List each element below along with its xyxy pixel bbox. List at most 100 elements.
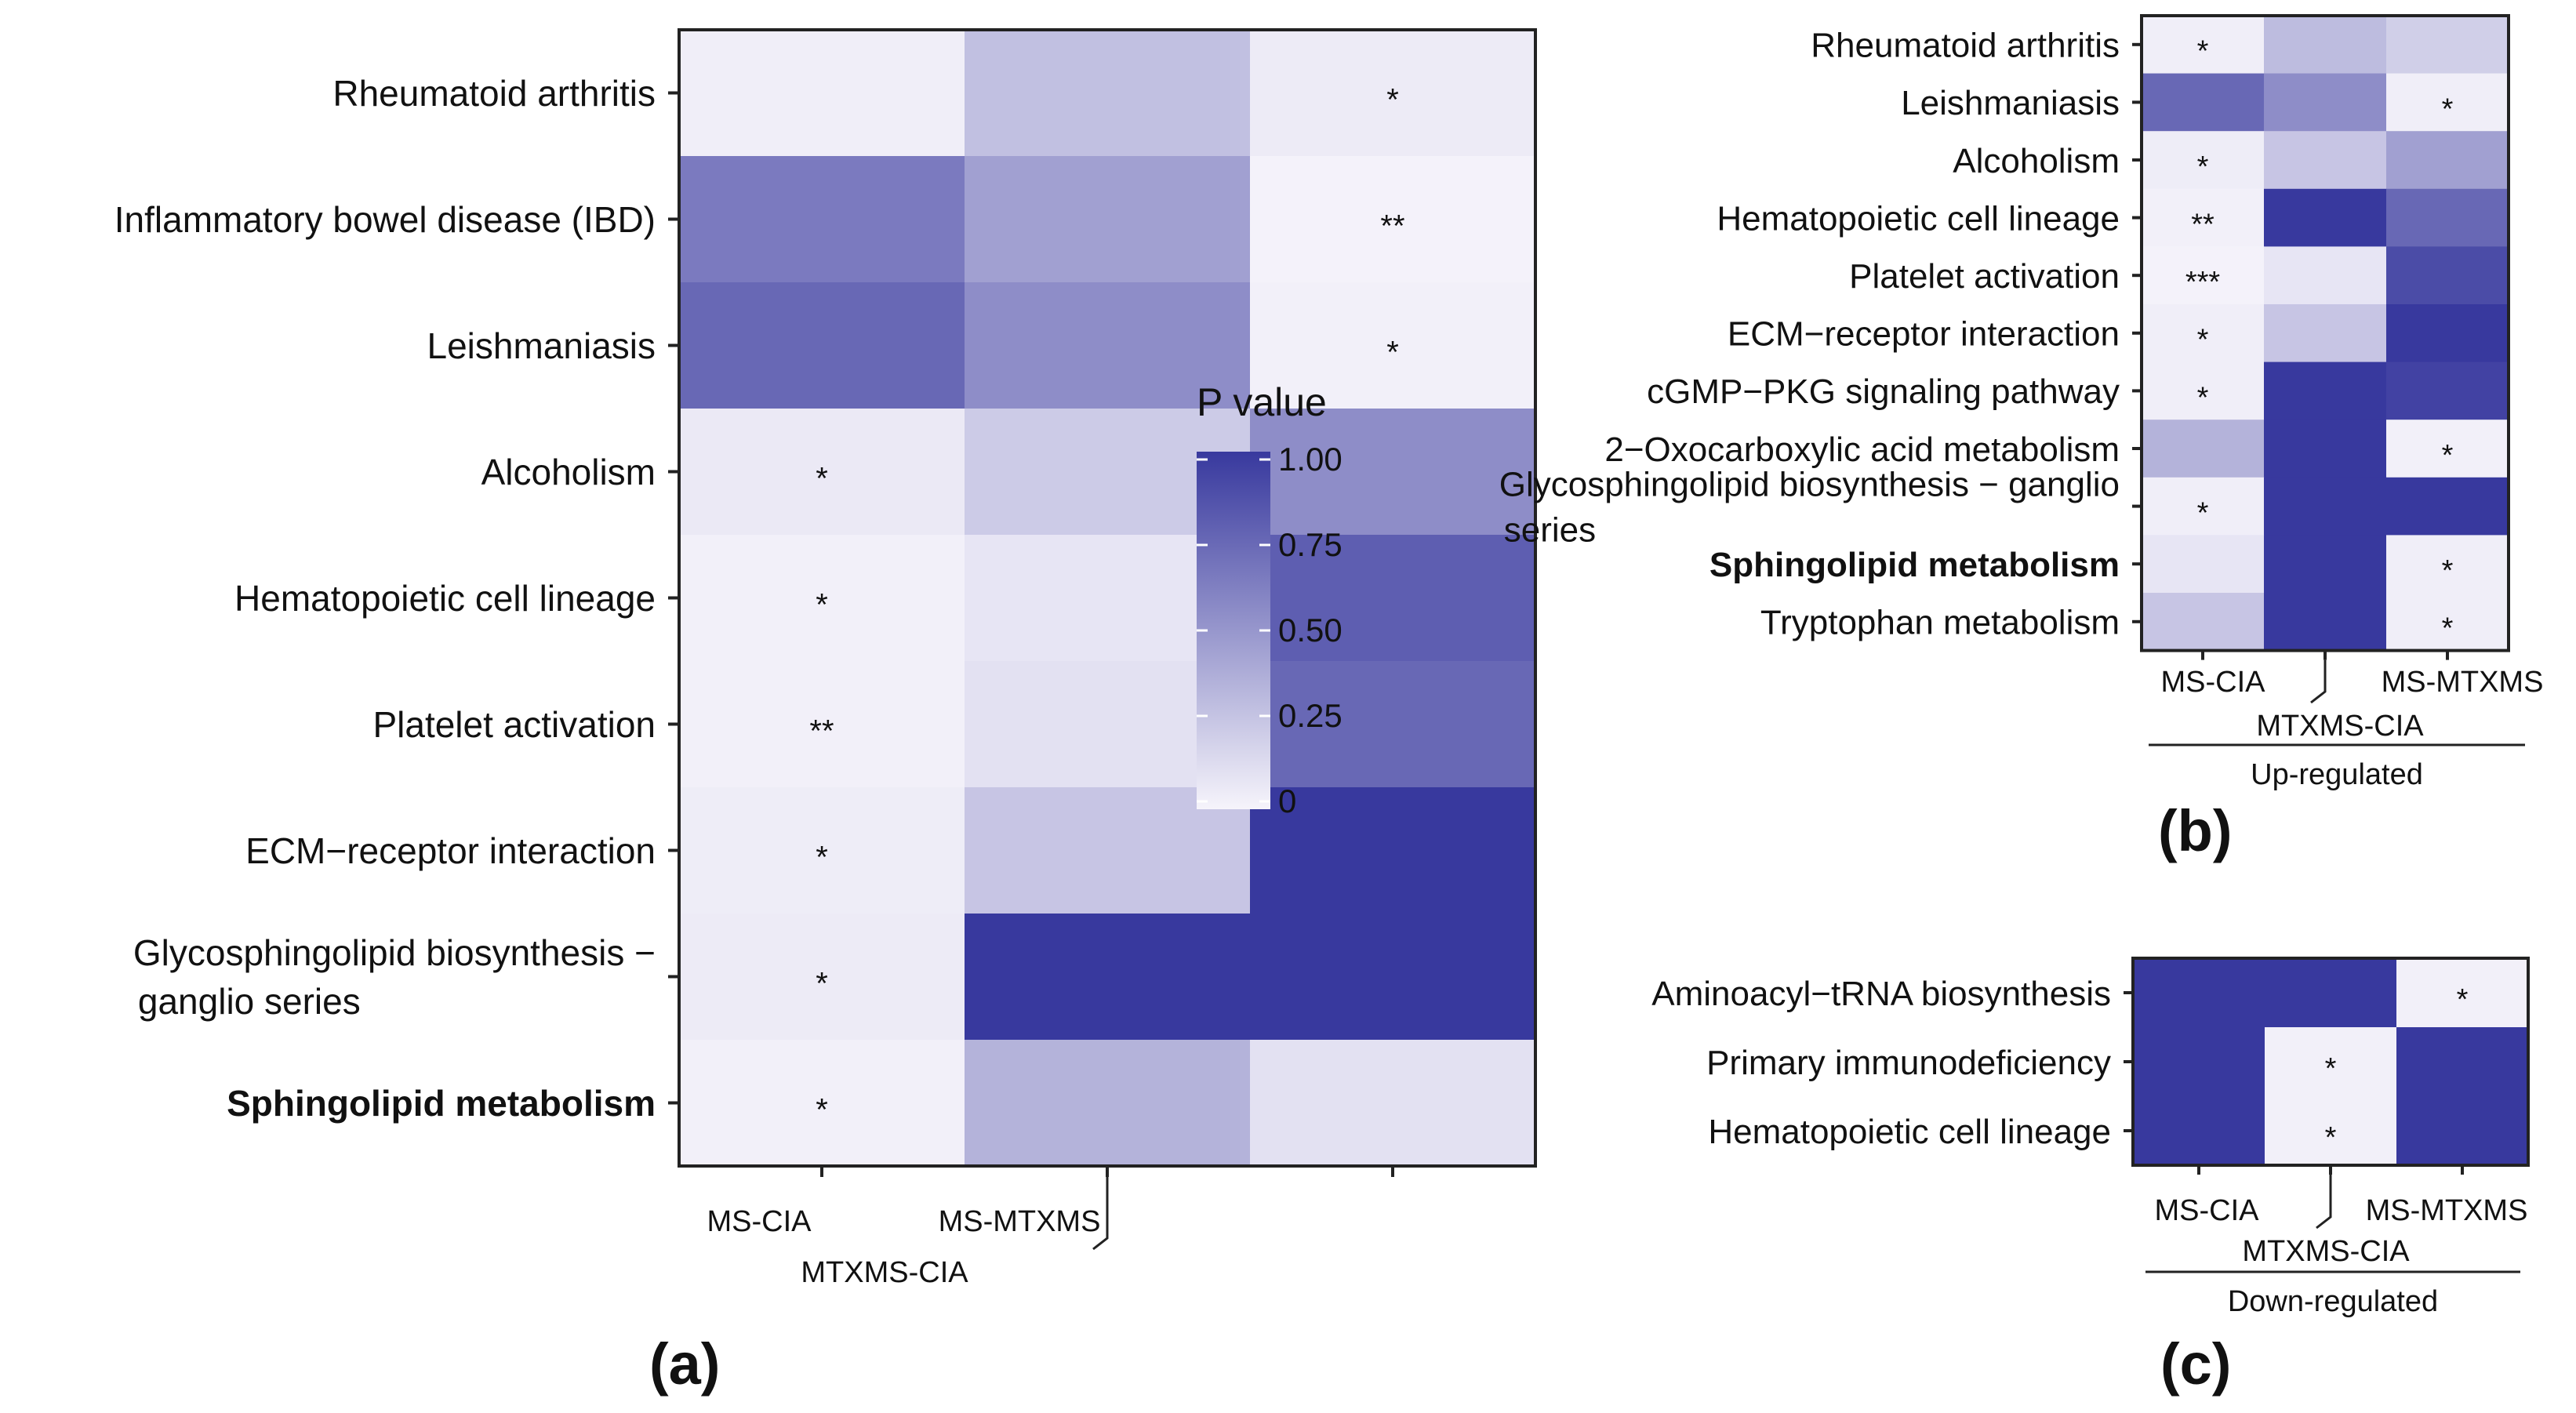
column-label: MS-MTXMS — [939, 1205, 1101, 1238]
heatmap-cell — [679, 661, 965, 788]
row-label: Alcoholism — [1953, 142, 2120, 180]
heatmap-cell — [965, 156, 1251, 283]
heatmap-cell — [2142, 188, 2265, 247]
heatmap-cell — [2264, 420, 2387, 478]
column-label-connector — [2310, 659, 2327, 704]
significance-marker: * — [2457, 983, 2469, 1016]
significance-marker: * — [816, 462, 828, 496]
row-label: Tryptophan metabolism — [1760, 604, 2120, 642]
significance-marker: * — [2197, 35, 2209, 68]
significance-marker: * — [816, 967, 828, 1001]
heatmap-cell — [2386, 188, 2509, 247]
row-label: Glycosphingolipid biosynthesis − ganglio… — [1499, 465, 2120, 549]
row-label: cGMP−PKG signaling pathway — [1647, 372, 2120, 411]
heatmap-cell — [2142, 131, 2265, 190]
heatmap-cell — [679, 787, 965, 914]
column-label: MS-CIA — [707, 1205, 812, 1238]
significance-marker: * — [1386, 336, 1399, 370]
heatmap-cell — [2265, 958, 2397, 1028]
column-label-connector — [2316, 1175, 2332, 1230]
panel-label: (a) — [649, 1331, 720, 1397]
row-label: ECM−receptor interaction — [1728, 315, 2120, 354]
column-label-connector — [1092, 1177, 1109, 1251]
heatmap-cell — [2133, 1027, 2265, 1097]
heatmap-cell — [2386, 477, 2509, 536]
significance-marker: * — [2442, 612, 2454, 645]
heatmap-cell — [2264, 535, 2387, 594]
heatmap-cell — [2386, 304, 2509, 363]
heatmap-cell — [679, 156, 965, 283]
heatmap-cell — [965, 1040, 1251, 1167]
row-label: Sphingolipid metabolism — [227, 1083, 656, 1124]
heatmap-cell — [1250, 787, 1536, 914]
significance-marker: *** — [2185, 266, 2221, 299]
row-label: Rheumatoid arthritis — [332, 73, 656, 114]
legend-tick-label: 0.75 — [1278, 526, 1342, 563]
heatmap-cell — [2142, 73, 2265, 132]
significance-marker: * — [816, 588, 828, 623]
heatmap-cell — [1250, 156, 1536, 283]
column-label: MTXMS-CIA — [2242, 1235, 2410, 1268]
significance-marker: * — [1386, 83, 1399, 118]
heatmap-cell — [2396, 1027, 2529, 1097]
heatmap-cell — [2386, 73, 2509, 132]
column-label: MTXMS-CIA — [2256, 710, 2424, 743]
heatmap-cell — [2142, 477, 2265, 536]
column-label: MS-MTXMS — [2382, 666, 2544, 699]
row-label: 2−Oxocarboxylic acid metabolism — [1604, 430, 2120, 469]
heatmap-cell — [2264, 73, 2387, 132]
significance-marker: * — [816, 1093, 828, 1128]
heatmap-cell — [2386, 16, 2509, 74]
column-label: MS-CIA — [2155, 1194, 2260, 1227]
heatmap-cell — [2396, 958, 2529, 1028]
heatmap-panel-c: * * * Aminoacyl−tRNA biosynthesis Primary im… — [1651, 957, 2530, 1397]
group-label: Down-regulated — [2228, 1285, 2438, 1318]
heatmap-cell — [965, 282, 1251, 409]
heatmap-cell — [2264, 246, 2387, 305]
significance-marker: * — [2442, 439, 2454, 472]
heatmap-cell — [2265, 1027, 2397, 1097]
row-label: Platelet activation — [372, 704, 656, 745]
significance-marker: * — [2442, 93, 2454, 125]
significance-marker: * — [2197, 151, 2209, 183]
heatmap-cell — [2386, 246, 2509, 305]
panel-label: (b) — [2158, 798, 2233, 863]
heatmap-cell — [965, 914, 1251, 1041]
heatmap-cell — [679, 409, 965, 536]
heatmap-cell — [2386, 131, 2509, 190]
row-label: Hematopoietic cell lineage — [1708, 1113, 2111, 1151]
row-label: Platelet activation — [1849, 257, 2120, 296]
significance-marker: * — [2197, 324, 2209, 357]
column-label: MS-CIA — [2161, 666, 2266, 699]
heatmap-cell — [2264, 188, 2387, 247]
significance-marker: * — [2442, 554, 2454, 587]
significance-marker: * — [2325, 1052, 2337, 1085]
heatmap-cell — [2142, 16, 2265, 74]
heatmap-cell — [1250, 30, 1536, 157]
heatmap-cell — [2264, 304, 2387, 363]
heatmap-panel-b: **************Rheumatoid arthritisLeishm… — [1499, 14, 2544, 863]
heatmap-cell — [1250, 914, 1536, 1041]
heatmap-cell — [2264, 477, 2387, 536]
legend-title: P value — [1197, 380, 1327, 424]
heatmap-panel-a: ***********Rheumatoid arthritisInflammat… — [114, 28, 1537, 1397]
row-label: ECM−receptor interaction — [245, 830, 656, 871]
row-label: Leishmaniasis — [1901, 84, 2120, 122]
panel-label: (c) — [2160, 1331, 2231, 1397]
heatmap-cell — [2386, 420, 2509, 478]
heatmap-cell — [2142, 304, 2265, 363]
heatmap-cell — [679, 535, 965, 662]
heatmap-cell — [679, 914, 965, 1041]
significance-marker: ** — [2191, 209, 2214, 242]
heatmap-cell — [1250, 282, 1536, 409]
heatmap-cell — [1250, 409, 1536, 536]
row-label: Glycosphingolipid biosynthesis − ganglio … — [133, 932, 656, 1022]
significance-marker: ** — [1380, 209, 1404, 244]
heatmap-cell — [2396, 1096, 2529, 1166]
heatmap-cell — [2386, 361, 2509, 420]
column-label: MTXMS-CIA — [801, 1256, 968, 1289]
row-label: Leishmaniasis — [427, 325, 656, 366]
heatmap-cell — [2264, 131, 2387, 190]
heatmap-cell — [2142, 246, 2265, 305]
significance-marker: * — [2197, 497, 2209, 530]
